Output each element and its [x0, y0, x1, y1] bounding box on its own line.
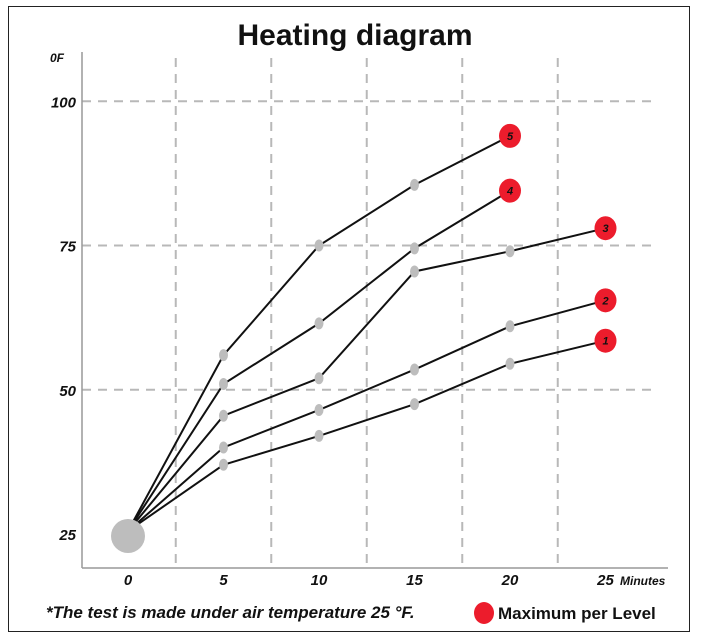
- series-line-5: [127, 134, 511, 532]
- y-tick-label: 100: [51, 94, 77, 111]
- data-point: [410, 178, 419, 191]
- y-tick-labels: 25 50 75 100: [51, 94, 77, 544]
- max-marker-3: [594, 216, 617, 241]
- chart-frame: [8, 6, 690, 632]
- x-unit-label: Minutes: [620, 574, 666, 588]
- max-marker-label: 1: [602, 336, 608, 348]
- series-line-1: [127, 339, 606, 532]
- data-point: [314, 429, 324, 442]
- data-point: [314, 317, 324, 330]
- max-marker-label: 2: [601, 295, 608, 307]
- data-point: [219, 458, 228, 471]
- legend-label: Maximum per Level: [498, 604, 656, 623]
- data-point: [505, 320, 515, 333]
- series-line-2: [127, 299, 606, 532]
- series-group: [127, 134, 606, 532]
- data-point: [219, 349, 228, 362]
- data-point: [219, 377, 228, 390]
- y-unit-label: 0F: [50, 51, 65, 65]
- x-tick-label: 15: [406, 572, 423, 589]
- footnote: *The test is made under air temperature …: [46, 603, 415, 622]
- data-point: [410, 242, 419, 255]
- series-line-3: [127, 227, 606, 532]
- x-tick-label: 20: [501, 572, 519, 589]
- data-point: [410, 398, 419, 411]
- max-level-markers: 1 2 3 4 5: [499, 123, 617, 353]
- max-marker-label: 5: [507, 131, 514, 143]
- data-point: [219, 409, 228, 422]
- data-point: [505, 245, 515, 258]
- data-point: [219, 441, 228, 454]
- data-point: [314, 372, 324, 385]
- max-marker-label: 3: [602, 223, 608, 235]
- grid: [82, 58, 658, 566]
- origin-point: [111, 519, 145, 553]
- x-tick-label: 0: [124, 572, 133, 589]
- chart-title: Heating diagram: [237, 19, 472, 52]
- max-marker-1: [594, 328, 617, 353]
- x-tick-label: 25: [596, 572, 614, 589]
- data-point: [410, 265, 419, 278]
- data-point: [505, 357, 515, 370]
- max-marker-2: [594, 288, 617, 313]
- x-tick-label: 10: [311, 572, 328, 589]
- max-marker-5: [499, 123, 521, 148]
- data-point: [410, 363, 419, 376]
- legend-marker: [474, 602, 494, 624]
- max-marker-4: [499, 178, 521, 203]
- data-point: [314, 403, 324, 416]
- data-point: [314, 239, 324, 252]
- max-marker-label: 4: [506, 186, 513, 198]
- x-tick-label: 5: [219, 572, 228, 589]
- x-tick-labels: 0 5 10 15 20 25: [124, 572, 615, 589]
- y-tick-label: 25: [58, 527, 76, 544]
- y-tick-label: 75: [59, 239, 76, 256]
- y-tick-label: 50: [59, 383, 76, 400]
